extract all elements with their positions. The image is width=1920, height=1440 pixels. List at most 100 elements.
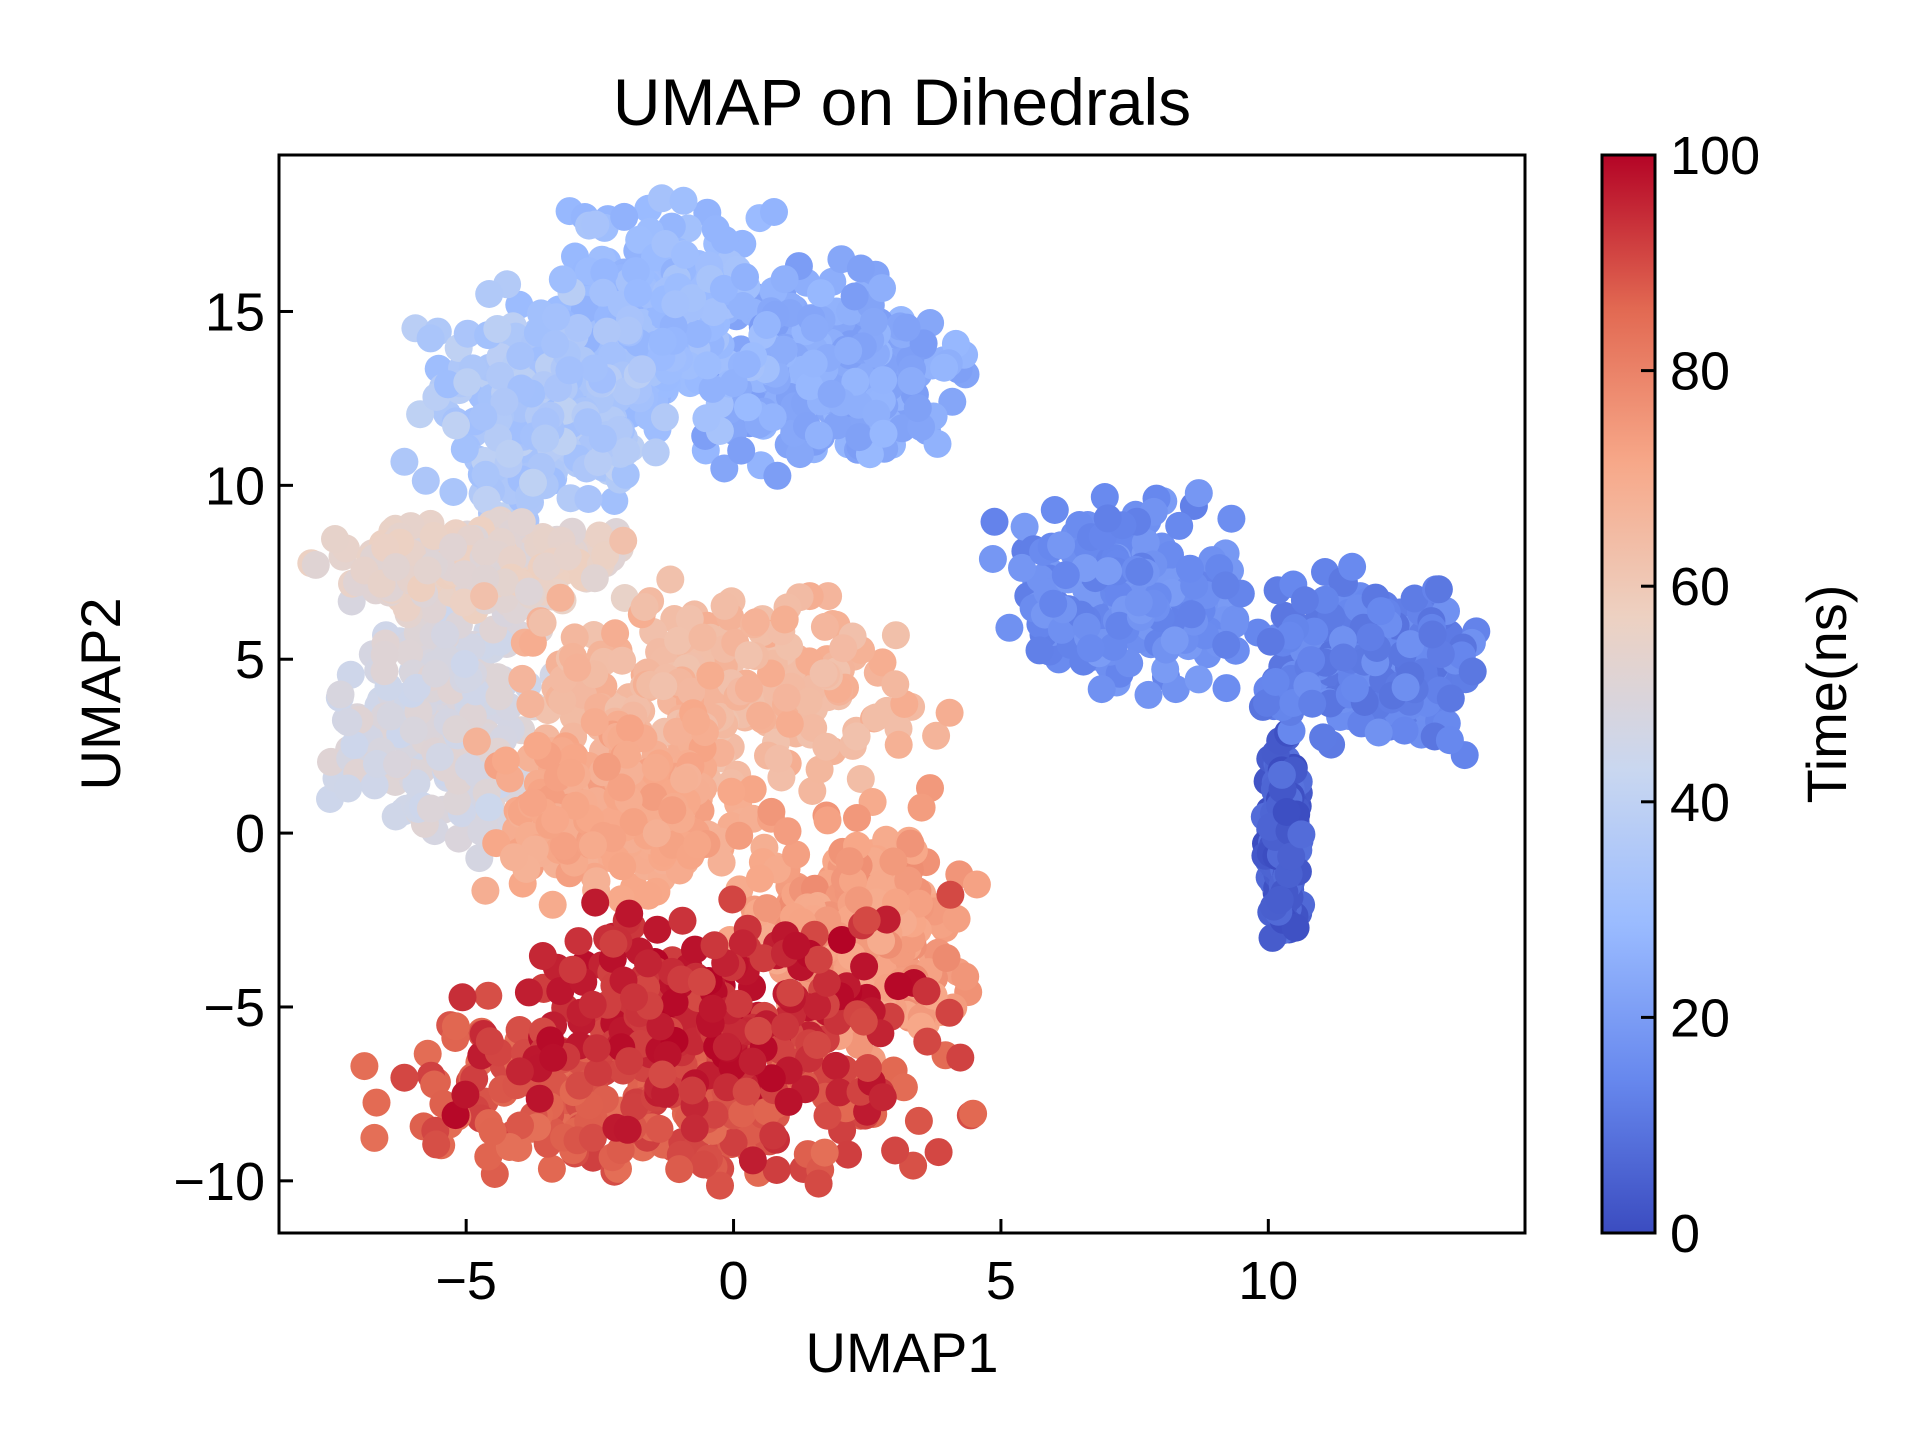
data-point bbox=[835, 847, 864, 876]
data-point bbox=[677, 677, 706, 706]
data-point bbox=[334, 708, 363, 737]
data-point bbox=[687, 967, 716, 996]
data-point bbox=[810, 612, 839, 641]
data-point bbox=[764, 744, 793, 773]
data-point bbox=[938, 387, 967, 416]
data-point bbox=[1151, 655, 1180, 684]
data-point bbox=[546, 977, 575, 1006]
data-point bbox=[641, 753, 670, 782]
data-point bbox=[884, 730, 913, 759]
data-point bbox=[658, 796, 687, 825]
data-point bbox=[580, 564, 609, 593]
data-point bbox=[1025, 636, 1054, 665]
data-point bbox=[942, 904, 971, 933]
data-point bbox=[1099, 633, 1128, 661]
data-point bbox=[402, 673, 431, 702]
data-point bbox=[471, 538, 500, 567]
data-point bbox=[1256, 627, 1285, 656]
data-point bbox=[376, 702, 405, 731]
data-point bbox=[760, 198, 788, 226]
data-point bbox=[431, 620, 459, 649]
colorbar-tick-label: 100 bbox=[1670, 126, 1760, 186]
data-point bbox=[660, 988, 689, 1017]
data-point bbox=[528, 608, 557, 637]
data-point bbox=[474, 1142, 503, 1171]
data-point bbox=[1087, 675, 1116, 704]
data-point bbox=[495, 439, 524, 468]
data-point bbox=[683, 320, 712, 348]
data-point bbox=[896, 829, 925, 858]
data-point bbox=[693, 351, 722, 380]
data-point bbox=[1261, 668, 1290, 696]
data-point bbox=[879, 847, 908, 876]
data-point bbox=[548, 687, 577, 715]
data-point bbox=[1458, 657, 1487, 686]
data-point bbox=[803, 1031, 831, 1059]
data-point bbox=[1177, 600, 1206, 629]
data-point bbox=[1272, 798, 1301, 826]
data-point bbox=[507, 508, 536, 537]
data-point bbox=[842, 722, 871, 751]
data-point bbox=[1310, 585, 1339, 614]
data-point bbox=[846, 765, 875, 793]
colorbar-tick-label: 80 bbox=[1670, 342, 1730, 402]
data-point bbox=[869, 366, 898, 395]
data-point bbox=[448, 983, 477, 1012]
data-point bbox=[538, 890, 567, 919]
data-point bbox=[528, 942, 557, 970]
data-point bbox=[669, 186, 698, 215]
data-point bbox=[623, 278, 652, 307]
colorbar-tick-label: 40 bbox=[1670, 773, 1730, 833]
data-point bbox=[806, 279, 835, 308]
data-point bbox=[670, 765, 699, 794]
data-point bbox=[738, 1047, 767, 1076]
data-point bbox=[649, 672, 678, 701]
data-point bbox=[1287, 820, 1316, 849]
data-point bbox=[1039, 589, 1068, 618]
data-point bbox=[582, 867, 611, 896]
y-tick-label: 10 bbox=[205, 456, 265, 516]
data-point bbox=[889, 1073, 918, 1102]
data-point bbox=[1356, 623, 1385, 652]
data-point bbox=[850, 952, 879, 981]
data-point bbox=[564, 314, 593, 342]
data-point bbox=[532, 552, 561, 581]
data-point bbox=[861, 703, 890, 732]
chart-title: UMAP on Dihedrals bbox=[613, 65, 1191, 139]
data-point bbox=[770, 605, 799, 634]
data-point bbox=[592, 752, 621, 781]
data-point bbox=[924, 1138, 953, 1167]
data-point bbox=[485, 682, 514, 711]
data-point bbox=[1212, 674, 1241, 703]
data-point bbox=[775, 709, 804, 738]
data-point bbox=[599, 929, 628, 958]
data-point bbox=[1217, 504, 1246, 533]
data-point bbox=[616, 714, 644, 743]
data-point bbox=[922, 721, 951, 750]
data-point bbox=[441, 1012, 470, 1041]
data-point bbox=[932, 944, 961, 972]
data-point bbox=[519, 468, 547, 497]
data-point bbox=[752, 894, 781, 923]
data-point bbox=[683, 830, 712, 859]
data-point bbox=[725, 821, 754, 850]
data-point bbox=[505, 1016, 534, 1044]
data-point bbox=[771, 1012, 800, 1041]
data-point bbox=[707, 848, 736, 877]
data-point bbox=[514, 978, 543, 1007]
data-point bbox=[608, 852, 637, 881]
data-point bbox=[782, 840, 811, 869]
data-point bbox=[475, 793, 504, 822]
data-point bbox=[1008, 553, 1036, 582]
data-point bbox=[646, 1012, 675, 1041]
data-point bbox=[450, 560, 479, 589]
data-point bbox=[555, 356, 584, 385]
data-point bbox=[1093, 504, 1122, 533]
data-point bbox=[689, 1150, 718, 1179]
data-point bbox=[732, 1077, 761, 1106]
data-point bbox=[698, 994, 727, 1023]
data-point bbox=[1390, 716, 1419, 745]
data-point bbox=[548, 265, 577, 294]
data-point bbox=[813, 1101, 842, 1130]
data-point bbox=[1435, 726, 1464, 755]
